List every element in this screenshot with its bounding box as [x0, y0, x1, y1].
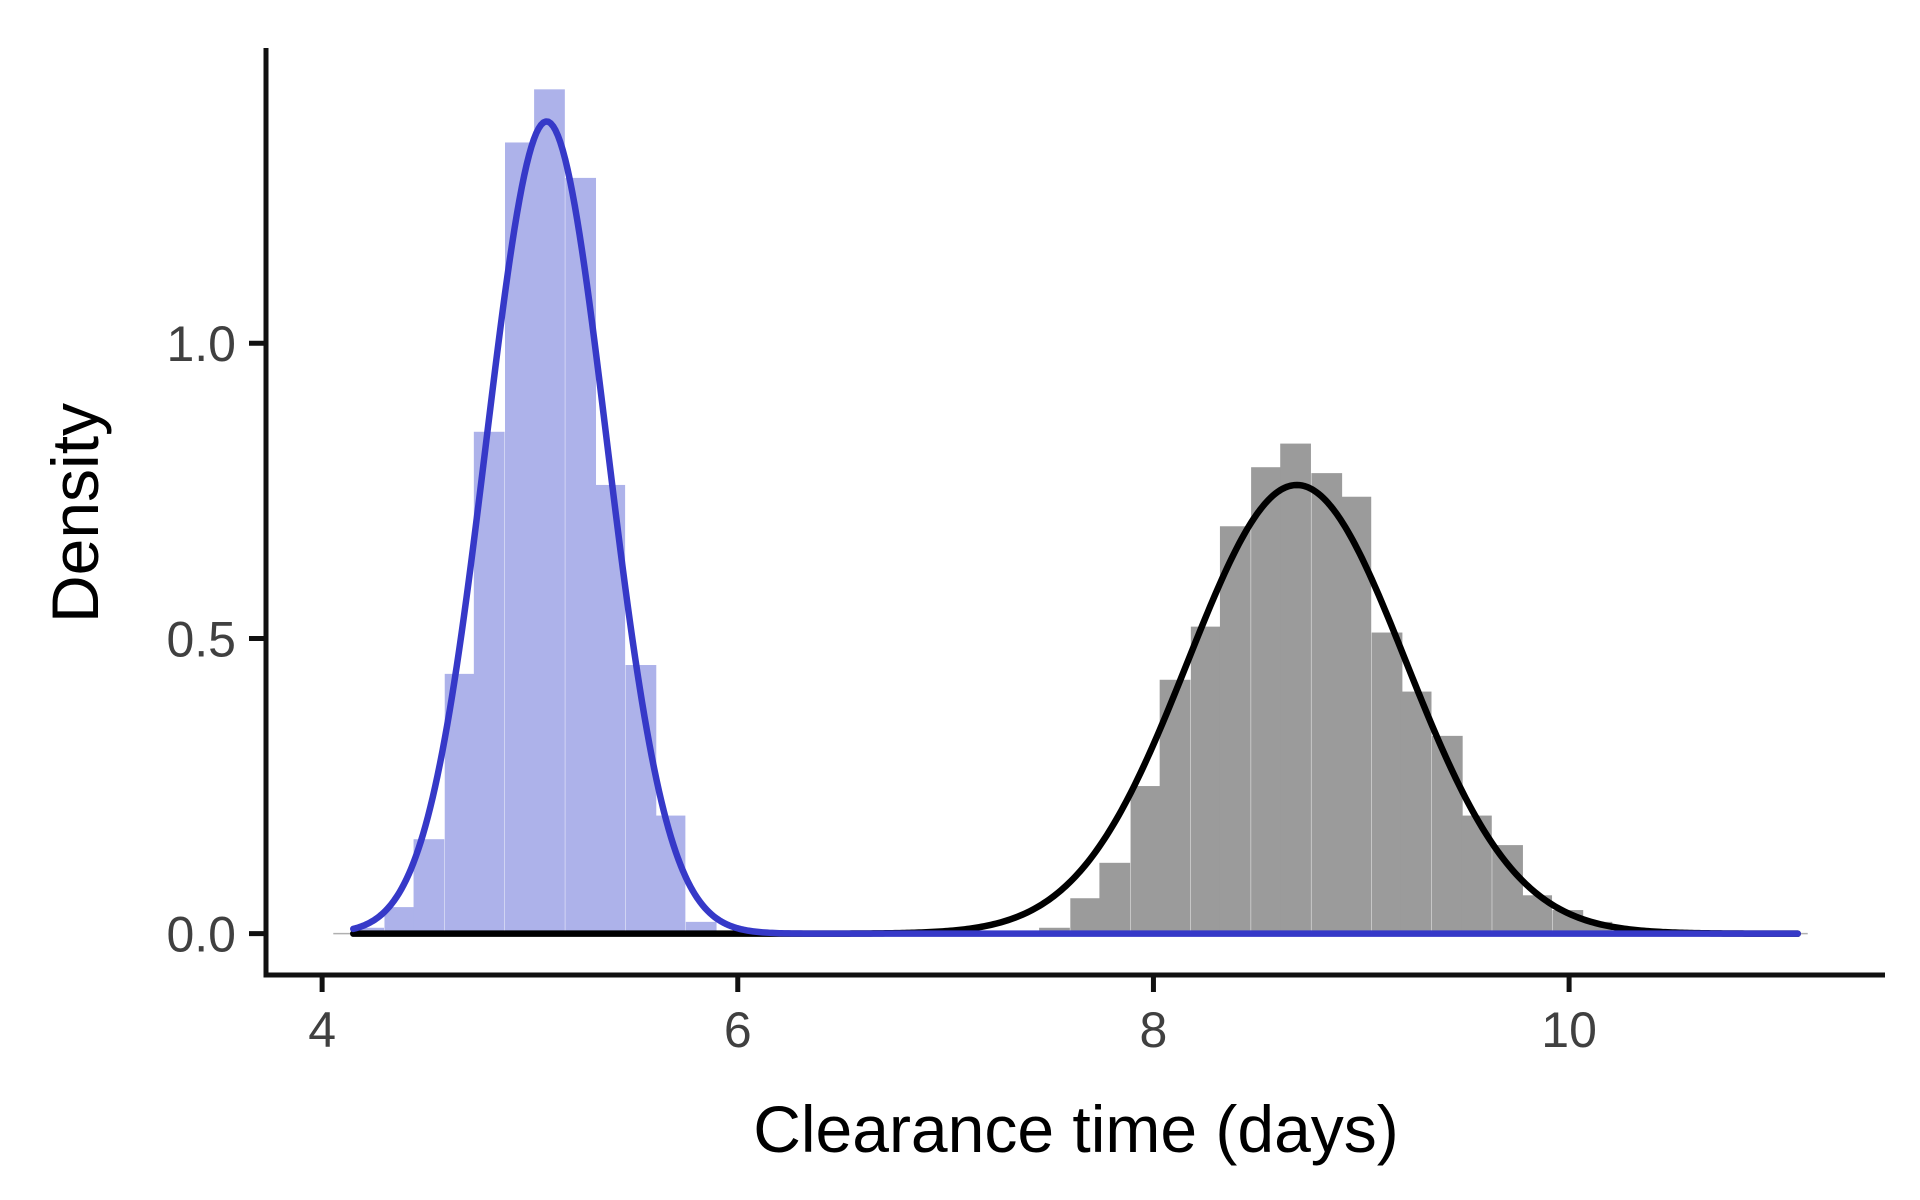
x-tick-label-6: 6 — [724, 1002, 752, 1058]
histogram-bar-series-1-8 — [565, 177, 597, 934]
histogram-bar-series-2-10 — [1311, 473, 1343, 934]
density-curves — [350, 118, 1801, 937]
x-tick-label-4: 4 — [308, 1002, 336, 1058]
axes: 4 6 8 10 0.0 0.5 1.0 — [166, 48, 1885, 1058]
histogram-bar-series-2-9 — [1280, 443, 1311, 934]
histogram-bar-series-2-16 — [1492, 845, 1523, 934]
histogram-bar-series-2-8 — [1251, 467, 1282, 934]
y-tick-label-0.5: 0.5 — [166, 611, 236, 667]
x-axis-title: Clearance time (days) — [753, 1092, 1399, 1166]
histogram-bar-series-2-12 — [1371, 632, 1403, 934]
histogram-bar-series-1-7 — [534, 89, 565, 934]
x-tick-label-10: 10 — [1541, 1002, 1597, 1058]
y-axis-title: Density — [38, 403, 112, 623]
x-tick-label-8: 8 — [1140, 1002, 1168, 1058]
histogram-bar-series-2-13 — [1400, 691, 1432, 934]
density-curve-series-2 — [350, 481, 1801, 937]
histogram-bar-series-2-2 — [1070, 898, 1102, 934]
histogram-bar-series-2-7 — [1219, 526, 1251, 934]
histogram-bar-series-2-3 — [1099, 862, 1131, 934]
histogram-bars — [333, 89, 1808, 935]
y-tick-label-0.0: 0.0 — [166, 907, 236, 963]
y-tick-label-1.0: 1.0 — [166, 316, 236, 372]
histogram-bar-series-2-4 — [1130, 786, 1162, 934]
histogram-bar-series-1-2 — [384, 907, 416, 934]
histogram-bar-series-2-19 — [1581, 921, 1613, 934]
histogram-bar-series-2-6 — [1190, 626, 1222, 934]
histogram-bar-series-1-12 — [685, 921, 717, 934]
density-curve-series-1 — [350, 118, 1801, 937]
histogram-bar-series-2-14 — [1431, 735, 1463, 934]
